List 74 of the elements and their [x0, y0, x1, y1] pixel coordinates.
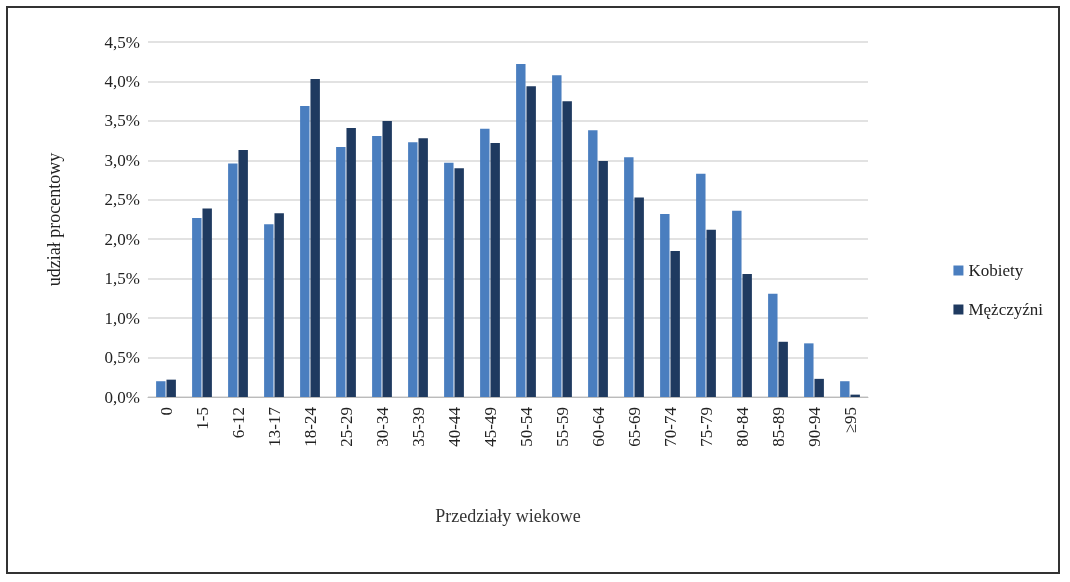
y-axis-title: udział procentowy	[44, 152, 64, 287]
y-tick-label: 0,0%	[104, 387, 140, 407]
y-tick-label: 1,5%	[104, 269, 140, 289]
x-tick-label: 35-39	[408, 407, 428, 447]
bar	[238, 150, 248, 397]
bar	[516, 64, 526, 397]
y-tick-label: 3,5%	[104, 111, 140, 131]
bar	[588, 130, 598, 397]
bar	[336, 146, 346, 397]
bar	[264, 224, 274, 397]
x-tick-label: 80-84	[732, 406, 752, 447]
x-tick-label: 70-74	[660, 406, 680, 447]
bar	[706, 229, 716, 397]
bar	[552, 75, 562, 397]
bar	[670, 251, 680, 397]
bar	[778, 341, 788, 397]
bar	[156, 381, 166, 397]
bar	[310, 79, 320, 397]
bar	[300, 105, 310, 397]
x-tick-label: 75-79	[696, 407, 716, 447]
y-tick-label: 1,0%	[104, 308, 140, 328]
bar	[768, 293, 778, 397]
bar	[634, 197, 644, 397]
bar	[228, 163, 238, 397]
bar	[696, 173, 706, 397]
bar	[408, 142, 418, 397]
legend-label: Mężczyźni	[968, 300, 1044, 319]
x-tick-label: 1-5	[192, 407, 212, 430]
y-tick-label: 2,0%	[104, 229, 140, 249]
bar	[166, 379, 176, 397]
legend-label: Kobiety	[968, 261, 1024, 280]
x-tick-label: ≥95	[840, 407, 860, 434]
bar	[382, 120, 392, 397]
bar	[490, 142, 500, 397]
bar	[346, 127, 356, 397]
x-tick-label: 0	[156, 407, 176, 416]
x-tick-label: 85-89	[768, 407, 788, 447]
y-tick-label: 2,5%	[104, 190, 140, 210]
bar	[804, 343, 814, 397]
x-tick-label: 60-64	[588, 406, 608, 447]
bar	[814, 378, 824, 397]
y-tick-label: 4,5%	[104, 32, 140, 52]
x-tick-label: 25-29	[336, 407, 356, 447]
x-tick-label: 55-59	[552, 407, 572, 447]
y-tick-label: 3,0%	[104, 150, 140, 170]
x-tick-label: 65-69	[624, 407, 644, 447]
x-tick-label: 30-34	[372, 406, 392, 447]
x-axis-title: Przedziały wiekowe	[435, 506, 581, 526]
bar	[624, 157, 634, 397]
x-tick-label: 6-12	[228, 407, 248, 439]
bar	[202, 208, 212, 397]
bar	[274, 213, 284, 397]
x-tick-label: 50-54	[516, 406, 536, 447]
bar	[742, 273, 752, 397]
x-tick-label: 45-49	[480, 407, 500, 447]
bar	[454, 168, 464, 397]
bar	[660, 213, 670, 397]
bar	[480, 128, 490, 397]
x-tick-label: 13-17	[264, 406, 284, 447]
bar	[850, 394, 860, 397]
x-tick-label: 90-94	[804, 406, 824, 447]
x-tick-label: 18-24	[300, 406, 320, 447]
bar	[372, 135, 382, 397]
bar	[418, 138, 428, 397]
bar	[444, 162, 454, 397]
bar	[192, 217, 202, 397]
y-tick-label: 0,5%	[104, 348, 140, 368]
bar	[840, 381, 850, 397]
y-tick-label: 4,0%	[104, 71, 140, 91]
bar	[562, 101, 572, 397]
bar	[732, 210, 742, 397]
bar	[598, 161, 608, 397]
bar	[526, 86, 536, 397]
x-tick-label: 40-44	[444, 406, 464, 447]
